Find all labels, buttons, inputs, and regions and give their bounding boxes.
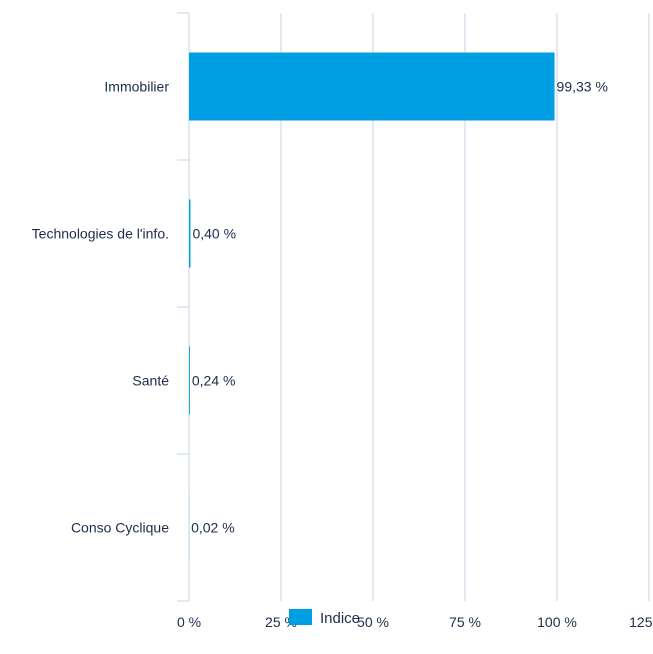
bars <box>189 52 555 562</box>
legend-label-indice: Indice <box>320 610 360 627</box>
x-tick-label: 100 % <box>537 614 577 630</box>
data-label: 99,33 % <box>557 79 608 95</box>
x-tick-label: 50 % <box>357 614 389 630</box>
category-label: Immobilier <box>104 79 169 95</box>
data-label: 0,40 % <box>192 226 236 242</box>
data-label: 0,02 % <box>191 520 235 536</box>
category-label: Technologies de l'info. <box>32 226 169 242</box>
data-labels: 99,33 % 0,40 % 0,24 % 0,02 % <box>191 79 608 536</box>
category-label: Conso Cyclique <box>71 520 169 536</box>
category-labels: Immobilier Technologies de l'info. Santé Co… <box>32 79 170 536</box>
x-tick-label: 0 % <box>177 614 201 630</box>
x-tick-labels: 0 % 25 % 50 % 75 % 100 % 125 % <box>177 614 653 630</box>
legend-swatch-indice <box>289 609 312 625</box>
category-label: Santé <box>132 373 169 389</box>
x-tick-label: 125 % <box>629 614 653 630</box>
legend[interactable]: Indice <box>289 609 360 627</box>
x-tick-label: 25 % <box>265 614 297 630</box>
data-label: 0,24 % <box>192 373 236 389</box>
bar-0[interactable] <box>189 52 555 121</box>
bar-2[interactable] <box>189 346 190 415</box>
bar-1[interactable] <box>189 199 191 268</box>
x-tick-label: 75 % <box>449 614 481 630</box>
